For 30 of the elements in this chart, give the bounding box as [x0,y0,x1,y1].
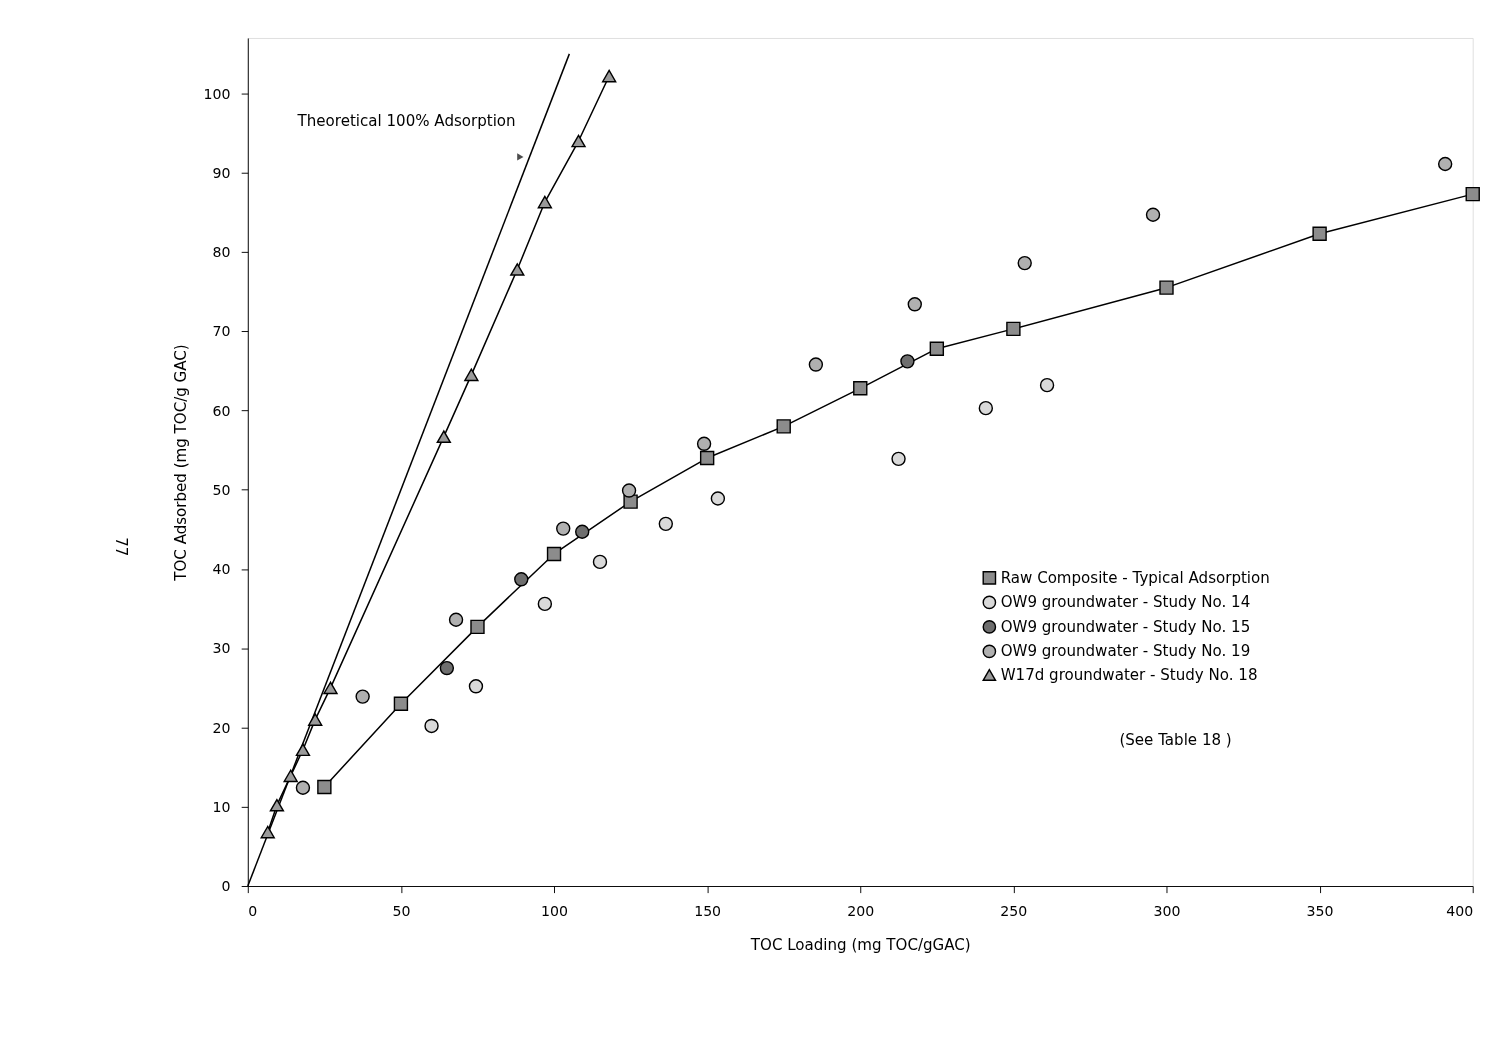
y-tick-label: 10 [212,798,231,815]
text: 77 [111,537,130,557]
x-axis-title: TOC Loading (mg TOC/gGAC) [749,935,971,954]
legend-label: W17d groundwater - Study No. 18 [1000,665,1258,684]
legend-label: OW9 groundwater - Study No. 19 [1000,642,1251,661]
y-tick-label: 90 [212,164,231,181]
y-tick-label: 40 [212,561,231,578]
legend-label: OW9 groundwater - Study No. 15 [1000,617,1251,636]
x-tick-label: 350 [1306,902,1334,919]
x-tick-label: 100 [541,902,568,919]
y-tick-label: 60 [212,402,231,419]
x-tick-label: 300 [1153,902,1181,919]
x-tick-label: 0 [248,902,258,919]
y-tick-label: 70 [212,323,231,340]
annotation: (See Table 18 ) [1119,730,1232,749]
x-tick-label: 400 [1446,902,1474,919]
x-tick-label: 200 [847,902,875,919]
y-tick-label: 50 [212,481,231,498]
y-axis-title: TOC Adsorbed (mg TOC/g GAC) [172,344,191,582]
y-tick-label: 0 [221,878,231,895]
x-tick-label: 50 [392,902,411,919]
x-tick-label: 250 [1000,902,1028,919]
y-tick-label: 100 [203,85,231,102]
legend-label: OW9 groundwater - Study No. 14 [1000,593,1251,612]
legend-label: Raw Composite - Typical Adsorption [1000,568,1270,587]
x-tick-label: 150 [694,902,722,919]
y-tick-label: 80 [212,244,231,261]
y-tick-label: 30 [212,640,231,657]
y-tick-label: 20 [212,719,231,736]
annotation: Theoretical 100% Adsorption [296,111,516,130]
